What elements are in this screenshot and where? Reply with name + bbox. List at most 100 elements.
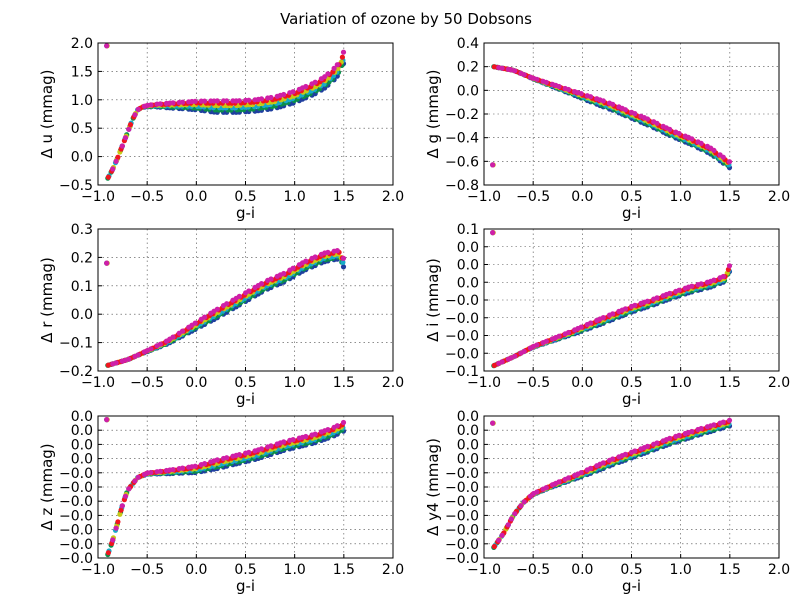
- y-tick-label: −0.0: [445, 508, 479, 524]
- data-point: [246, 449, 252, 455]
- data-point: [711, 147, 717, 153]
- data-point: [543, 485, 549, 491]
- data-point: [312, 431, 318, 437]
- x-tick-label: 1.0: [284, 375, 306, 391]
- y-axis-label: Δ y4 (mmag): [424, 438, 442, 536]
- data-point: [521, 348, 527, 354]
- y-tick-label: −0.0: [445, 480, 479, 496]
- data-point: [325, 71, 331, 77]
- data-point: [303, 433, 309, 440]
- data-point: [126, 356, 132, 362]
- data-point: [148, 346, 154, 352]
- data-point: [632, 448, 638, 454]
- data-point: [632, 302, 638, 308]
- x-tick-label: 1.0: [284, 562, 306, 578]
- data-point: [600, 460, 606, 466]
- x-tick-label: 1.5: [719, 375, 741, 391]
- data-point: [118, 507, 124, 513]
- data-point: [192, 463, 198, 469]
- data-point: [104, 417, 110, 423]
- data-point: [726, 417, 733, 423]
- x-tick-label: 1.5: [333, 375, 355, 391]
- data-point: [135, 106, 141, 112]
- data-point: [104, 260, 110, 266]
- data-point: [290, 437, 296, 443]
- y-tick-label: −0.2: [59, 364, 93, 380]
- data-point: [246, 288, 252, 294]
- panel-3: −1.0 −0.5 0.0 0.5 1.0 1.5 2.0 −0.2 −0.1 0.0 0.1 0.2…: [38, 222, 404, 408]
- data-point: [202, 98, 208, 104]
- panel-4: −1.0 −0.5 0.0 0.5 1.0 1.5 2.0−0.1−0.0−0.0−0.0−…: [424, 222, 790, 408]
- data-point: [588, 465, 594, 471]
- data-point: [334, 248, 340, 254]
- data-point: [644, 116, 651, 122]
- y-tick-label: 0.0: [457, 258, 479, 274]
- data-points: [104, 417, 347, 558]
- data-point: [115, 154, 121, 160]
- data-point: [224, 455, 230, 461]
- data-point: [157, 468, 163, 474]
- data-point: [588, 320, 594, 326]
- data-point: [340, 419, 347, 426]
- data-point: [110, 537, 116, 543]
- data-point: [556, 479, 562, 485]
- panel-5: −1.0 −0.5 0.0 0.5 1.0 1.5 2.0−0.0−0.0−0.0−0.0−…: [38, 409, 404, 595]
- data-point: [132, 478, 138, 484]
- y-tick-label: −0.6: [445, 154, 479, 170]
- data-point: [214, 457, 220, 463]
- data-point: [202, 314, 208, 320]
- x-tick-label: −0.5: [516, 189, 550, 205]
- x-tick-label: 0.0: [185, 562, 207, 578]
- data-point: [565, 86, 572, 93]
- x-tick-label: 2.0: [768, 562, 790, 578]
- data-point: [236, 293, 242, 299]
- data-point: [148, 469, 154, 476]
- y-tick-label: 0.0: [457, 240, 479, 256]
- data-point: [290, 265, 296, 271]
- y-tick-label: 0.0: [457, 423, 479, 439]
- data-point: [676, 432, 682, 438]
- data-point: [711, 277, 717, 283]
- data-point: [610, 101, 616, 107]
- data-point: [113, 360, 119, 366]
- data-point: [556, 333, 562, 339]
- data-point: [698, 425, 704, 432]
- data-point: [667, 126, 673, 132]
- data-point: [113, 525, 119, 531]
- y-tick-label: 0.0: [457, 275, 479, 291]
- data-points: [490, 64, 733, 171]
- y-tick-label: 0.0: [71, 437, 93, 453]
- x-tick-label: 0.5: [620, 562, 642, 578]
- data-point: [268, 443, 274, 449]
- data-point: [325, 249, 331, 255]
- data-point: [268, 276, 274, 282]
- x-tick-label: 2.0: [382, 375, 404, 391]
- x-tick-label: 1.5: [333, 189, 355, 205]
- y-tick-label: 1.0: [71, 93, 93, 109]
- data-point: [258, 96, 265, 102]
- x-axis-label: g-i: [236, 204, 255, 222]
- x-axis-label: g-i: [236, 577, 255, 595]
- y-tick-label: 0.0: [457, 437, 479, 453]
- y-tick-label: −0.5: [59, 178, 93, 194]
- data-point: [667, 435, 673, 441]
- data-point: [157, 341, 163, 347]
- y-tick-label: 0.0: [457, 409, 479, 425]
- y-tick-label: −0.1: [445, 364, 479, 380]
- y-axis-label: Δ z (mmag): [38, 443, 56, 530]
- y-axis-label: Δ u (mmag): [38, 70, 56, 159]
- data-point: [224, 301, 230, 307]
- data-point: [654, 120, 660, 126]
- x-tick-label: −0.5: [516, 562, 550, 578]
- data-point: [115, 519, 121, 525]
- data-point: [578, 470, 584, 476]
- data-point: [258, 446, 265, 452]
- y-axis-label: Δ g (mmag): [424, 70, 442, 159]
- data-point: [512, 511, 518, 517]
- x-tick-label: −0.5: [516, 375, 550, 391]
- x-tick-label: 1.5: [333, 562, 355, 578]
- data-point: [122, 493, 129, 499]
- data-point: [689, 136, 695, 142]
- data-point: [179, 465, 186, 471]
- data-point: [622, 451, 629, 457]
